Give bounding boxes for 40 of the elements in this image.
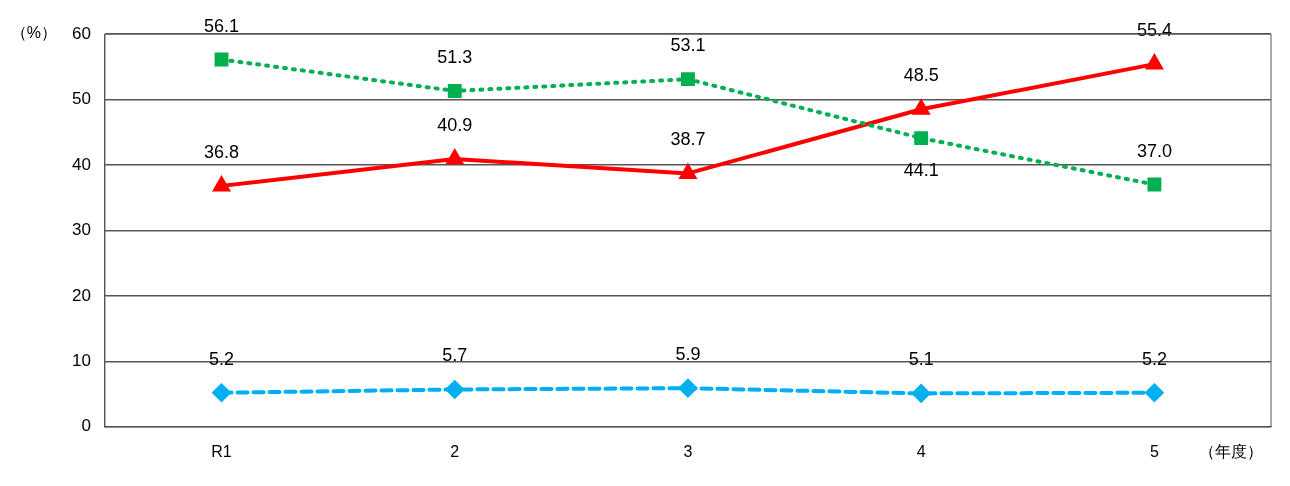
- data-label: 38.7: [670, 129, 706, 150]
- point: [912, 384, 931, 403]
- x-tick-label: 3: [683, 442, 693, 460]
- data-label: 5.7: [442, 345, 468, 366]
- point: [213, 176, 230, 192]
- data-label: 36.8: [203, 141, 240, 162]
- point: [1147, 177, 1162, 192]
- point: [446, 150, 463, 165]
- point: [678, 379, 697, 398]
- data-label: 48.5: [903, 65, 939, 86]
- x-tick-label: 4: [916, 442, 926, 460]
- x-tick-label: R1: [211, 442, 232, 460]
- y-axis-title: （%）: [10, 24, 57, 42]
- point: [1145, 383, 1164, 402]
- y-tick-label: 10: [71, 351, 91, 371]
- data-label: 5.9: [675, 344, 701, 365]
- point: [914, 131, 929, 146]
- data-label: 51.3: [437, 46, 473, 67]
- point: [447, 84, 462, 98]
- data-label: 44.1: [903, 160, 939, 181]
- point: [445, 380, 464, 399]
- data-label: 53.1: [670, 35, 706, 56]
- x-tick-label: 2: [450, 442, 460, 460]
- data-label: 37.0: [1136, 140, 1172, 161]
- data-label: 40.9: [437, 115, 473, 136]
- point: [681, 72, 695, 87]
- data-label: 56.1: [203, 15, 240, 36]
- y-tick-label: 20: [71, 285, 91, 305]
- point: [212, 383, 231, 402]
- x-axis-title: （年度）: [1199, 443, 1263, 461]
- y-tick-label: 30: [71, 220, 91, 240]
- y-tick-label: 50: [71, 89, 91, 109]
- y-tick-label: 0: [81, 416, 91, 436]
- point: [913, 100, 930, 115]
- y-tick-label: 40: [71, 154, 91, 174]
- point: [679, 164, 697, 179]
- x-tick-label: 5: [1149, 442, 1159, 460]
- point: [214, 52, 229, 67]
- point: [1146, 55, 1163, 70]
- y-tick-label: 60: [71, 23, 91, 43]
